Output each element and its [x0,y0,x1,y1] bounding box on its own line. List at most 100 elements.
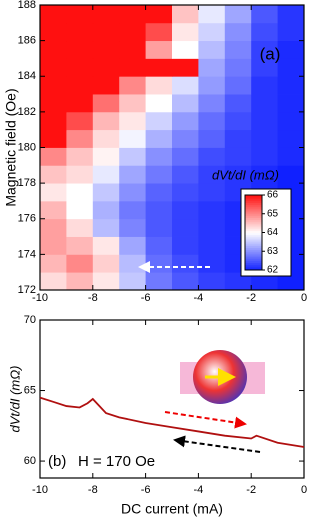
colorbar-label: dVt/dI (mΩ) [212,167,279,182]
heat-cell [277,22,305,42]
heat-cell [224,165,252,184]
heat-cell [92,40,120,59]
heat-cell [277,272,305,291]
heat-cell [251,40,278,59]
colorbar-step [245,202,262,205]
heat-cell [40,200,67,220]
colorbar-step [245,232,262,235]
figure: -10 -8 -6 -4 -2 0 172 174 176 178 180 182 184 186 188 M… [3,0,307,517]
y-tick-label: 186 [18,35,36,47]
heat-cell [224,5,252,24]
heat-cell [119,22,146,42]
heat-cell [172,5,199,24]
panel-a: -10 -8 -6 -4 -2 0 172 174 176 178 180 182 184 186 188 M… [3,0,307,304]
heat-cell [92,254,120,273]
y-axis-label: Magnetic field (Oe) [3,88,19,206]
x-tick-label: -8 [88,292,98,304]
colorbar-step [245,213,262,217]
heat-cell [198,254,226,273]
heat-cell [172,165,199,184]
colorbar-step [245,262,262,265]
heat-cell [40,76,67,95]
annotation: H = 170 Oe [78,453,155,470]
heat-cell [145,218,173,237]
heat-cell [172,218,199,237]
heat-cell [145,76,173,95]
heat-cell [66,272,94,291]
heat-cell [251,129,278,148]
colorbar-step [245,266,262,269]
heat-cell [40,183,67,202]
x-tick-label: -10 [32,484,48,496]
colorbar-step [245,210,262,213]
heat-cell [119,147,146,166]
heat-cell [224,147,252,166]
heat-cell [92,94,120,113]
heat-cell [66,236,94,255]
heat-cell [92,111,120,131]
heat-cell [251,94,278,113]
colorbar-step [245,226,262,230]
colorbar-step [245,249,262,252]
panel-b: -10 -8 -6 -4 -2 0 60 65 70 DC current (mA) dVt/dI … [7,314,307,517]
heat-cell [172,272,199,291]
y-tick-label: 60 [24,455,36,467]
heat-cell [145,40,173,59]
x-tick-label: -6 [141,484,151,496]
colorbar-step [245,264,262,267]
colorbar-step [245,238,262,241]
heat-cell [40,272,67,291]
heat-cell [198,200,226,220]
colorbar-step [245,195,262,198]
heat-cell [198,40,226,59]
x-axis-label: DC current (mA) [121,501,223,517]
panel-label: (b) [48,453,66,470]
y-tick-label: 174 [18,248,36,260]
heat-cell [66,254,94,273]
x-tick-label: -2 [246,484,256,496]
y-tick-label: 172 [18,284,36,296]
heat-cell [224,76,252,95]
heat-cell [172,129,199,148]
heat-cell [145,254,173,273]
colorbar-step [245,240,262,243]
heat-cell [92,272,120,291]
colorbar-step [245,225,262,228]
heat-cell [145,272,173,291]
heat-cell [224,272,252,291]
down-arrow [173,435,261,453]
heat-cell [40,111,67,131]
heat-cell [277,111,305,131]
heat-cell [277,129,305,148]
heat-cell [119,5,146,24]
x-tick-label: 0 [301,292,307,304]
colorbar-step [245,247,262,250]
y-tick-label: 180 [18,141,36,153]
colorbar-step [245,228,262,232]
heat-cell [224,58,252,77]
heat-cell [40,94,67,113]
y-tick-label: 65 [24,384,36,396]
heat-cell [40,218,67,237]
colorbar-step [245,217,262,220]
heat-cell [119,76,146,95]
y-tick-label: 188 [18,0,36,11]
heat-cell [66,111,94,131]
x-tick-label: 0 [301,484,307,496]
x-tick-label: -4 [194,484,204,496]
heat-cell [251,147,278,166]
heat-cell [119,254,146,273]
heat-cell [40,236,67,255]
heat-cell [145,147,173,166]
colorbar-step [245,200,262,203]
heat-cell [172,183,199,202]
colorbar-step [245,198,262,202]
colorbar-step [245,260,262,263]
heat-cell [224,40,252,59]
y-tick-label: 182 [18,106,36,118]
heat-cell [172,22,199,42]
y-tick-label: 184 [18,70,36,82]
heat-cell [119,183,146,202]
heat-cell [172,147,199,166]
heat-cell [145,200,173,220]
